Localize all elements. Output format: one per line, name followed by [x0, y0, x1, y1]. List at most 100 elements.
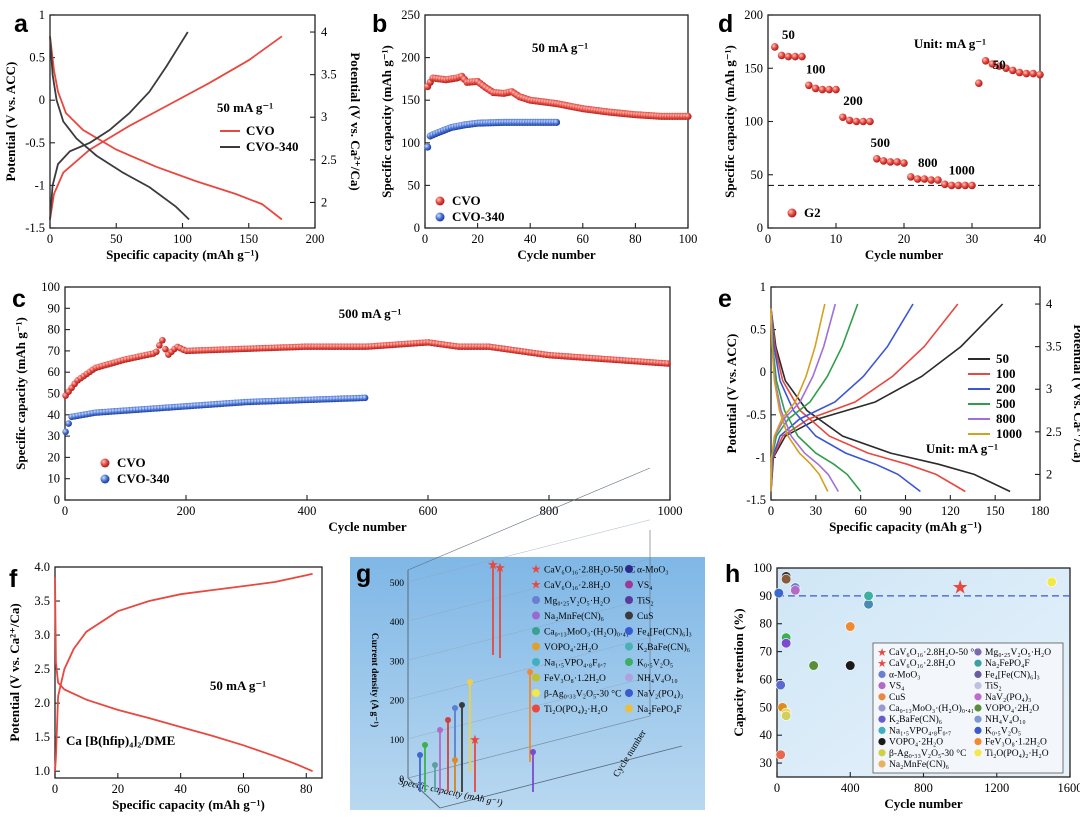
- y-tick-label: -0.5: [746, 408, 766, 422]
- data-point: [775, 749, 786, 760]
- y-tick-label: 40: [760, 728, 773, 742]
- panel-label-f: f: [9, 565, 18, 593]
- x-tick-label: 80: [629, 232, 642, 246]
- x-axis-label: Specific capacity (mAh g⁻¹): [829, 519, 982, 534]
- data-point: [784, 52, 793, 61]
- data-point: [437, 727, 443, 733]
- y2-tick-label: 3.5: [1046, 340, 1062, 354]
- y-tick-label: -0.5: [25, 136, 45, 150]
- legend-label: CuS: [637, 612, 653, 622]
- panel-g: g 0 100 200 300 400 500 Current density (A g⁻¹)…: [350, 467, 705, 810]
- legend-label: α-MoO₃: [889, 670, 921, 680]
- z-tick-label: 300: [390, 657, 405, 667]
- plot-frame: [54, 566, 323, 779]
- data-point: [424, 143, 432, 151]
- axis-3d: [407, 777, 441, 809]
- data-point: [162, 345, 169, 353]
- data-point: [913, 175, 922, 183]
- legend-marker: [974, 693, 982, 701]
- data-point: [527, 669, 533, 675]
- data-point: [684, 112, 692, 120]
- data-point: [811, 84, 820, 93]
- x-tick-label: 60: [854, 504, 867, 518]
- charge-line: [770, 303, 859, 492]
- legend-label: 50: [996, 351, 1009, 366]
- legend-label: β-Ag₀.₃₃V₂O₅-30 °C: [889, 748, 966, 759]
- data-point: [988, 60, 997, 68]
- legend-label: NaV₂(PO₄)₃: [985, 692, 1031, 703]
- star-marker: ★: [494, 560, 506, 575]
- legend-label: CaV₆O₁₆·2.8H₂O: [544, 581, 610, 591]
- series-line: [54, 577, 313, 773]
- legend-label: Ca₀.₁₃MoO₃·(H₂O)₀.₄₁: [889, 703, 974, 714]
- y-tick-label: 4.0: [34, 560, 50, 574]
- legend-label: CVO-340: [246, 139, 298, 154]
- y-tick-label: 20: [48, 450, 61, 464]
- legend-marker: [625, 580, 633, 589]
- x-tick-label: 40: [1034, 232, 1047, 246]
- legend-marker: [878, 749, 886, 757]
- y-tick-label: 60: [48, 365, 61, 379]
- legend-marker: [787, 208, 797, 218]
- panel-c: c 0 200 400 600 800 1000 0 10 20 30 40 50 60 70 80 90 100…: [12, 280, 683, 534]
- z-tick-label: 500: [390, 579, 405, 589]
- data-point: [975, 79, 983, 87]
- y-tick-label: -1: [35, 178, 45, 192]
- y-tick-label: -1.5: [746, 493, 766, 507]
- data-point: [879, 157, 888, 165]
- star-marker: ★: [469, 732, 481, 747]
- legend-label: TiS₂: [637, 597, 654, 607]
- data-point: [771, 43, 779, 51]
- panel-label-h: h: [725, 560, 740, 588]
- annotation-unit: Unit: mA g⁻¹: [926, 441, 998, 456]
- y2-tick-label: 3.5: [321, 68, 337, 82]
- legend-marker: [625, 596, 633, 604]
- data-point: [452, 705, 458, 711]
- data-point: [893, 158, 901, 166]
- panel-a: a 0 50 100 150 200 -1.5 -1 -0.5 0 0.5 1 Specific cap…: [3, 8, 363, 262]
- x-tick-label: 60: [237, 782, 250, 796]
- data-point: [818, 85, 827, 94]
- legend-marker: [878, 682, 886, 690]
- x-tick-label: 400: [298, 504, 317, 518]
- legend-marker: [625, 611, 633, 620]
- x-tick-label: 200: [306, 232, 325, 246]
- data-point: [934, 176, 942, 184]
- y2-tick-label: 4: [321, 25, 328, 39]
- legend-marker: [435, 196, 445, 206]
- data-point: [1046, 576, 1057, 588]
- data-point: [664, 360, 671, 367]
- data-point: [422, 742, 428, 748]
- legend-marker: [974, 648, 982, 656]
- legend-label: 200: [996, 381, 1016, 396]
- legend-marker: [532, 689, 540, 697]
- x-tick-label: 90: [899, 504, 912, 518]
- data-point: [459, 702, 465, 708]
- y-tick-label: 0: [39, 93, 45, 107]
- legend-label: CVO: [117, 455, 146, 470]
- y-tick-label: 0.5: [750, 323, 766, 337]
- legend-label: Ca₀.₁₃MoO₃·(H₂O)₀.₄₁: [544, 627, 629, 638]
- legend-marker: [974, 726, 982, 735]
- legend-label: 800: [996, 411, 1016, 426]
- data-point: [941, 180, 949, 189]
- discharge-line: [770, 308, 1011, 493]
- data-point: [947, 181, 956, 190]
- x-tick-label: 0: [422, 232, 428, 246]
- legend-label: CaV₆O₁₆·2.8H₂O: [889, 659, 955, 669]
- y2-tick-label: 2.5: [321, 153, 337, 167]
- legend-label: K₀.₅V₂O₅: [637, 659, 673, 669]
- x-tick-label: 20: [471, 232, 484, 246]
- x-tick-label: 80: [300, 782, 313, 796]
- y-tick-label: 70: [48, 344, 61, 358]
- legend-label: Na₁.₅VPO₄.₈F₀.₇: [544, 659, 606, 669]
- y2-tick-label: 2.5: [1046, 425, 1062, 439]
- legend-label: CVO-340: [452, 209, 504, 224]
- legend-label: VOPO₄·2H₂O: [889, 738, 943, 748]
- y-tick-label: 100: [744, 115, 763, 129]
- data-point: [866, 117, 874, 126]
- legend-marker: [974, 715, 982, 723]
- axis-3d: [407, 467, 651, 571]
- legend-marker: [532, 673, 540, 682]
- legend-star: ★: [531, 562, 542, 576]
